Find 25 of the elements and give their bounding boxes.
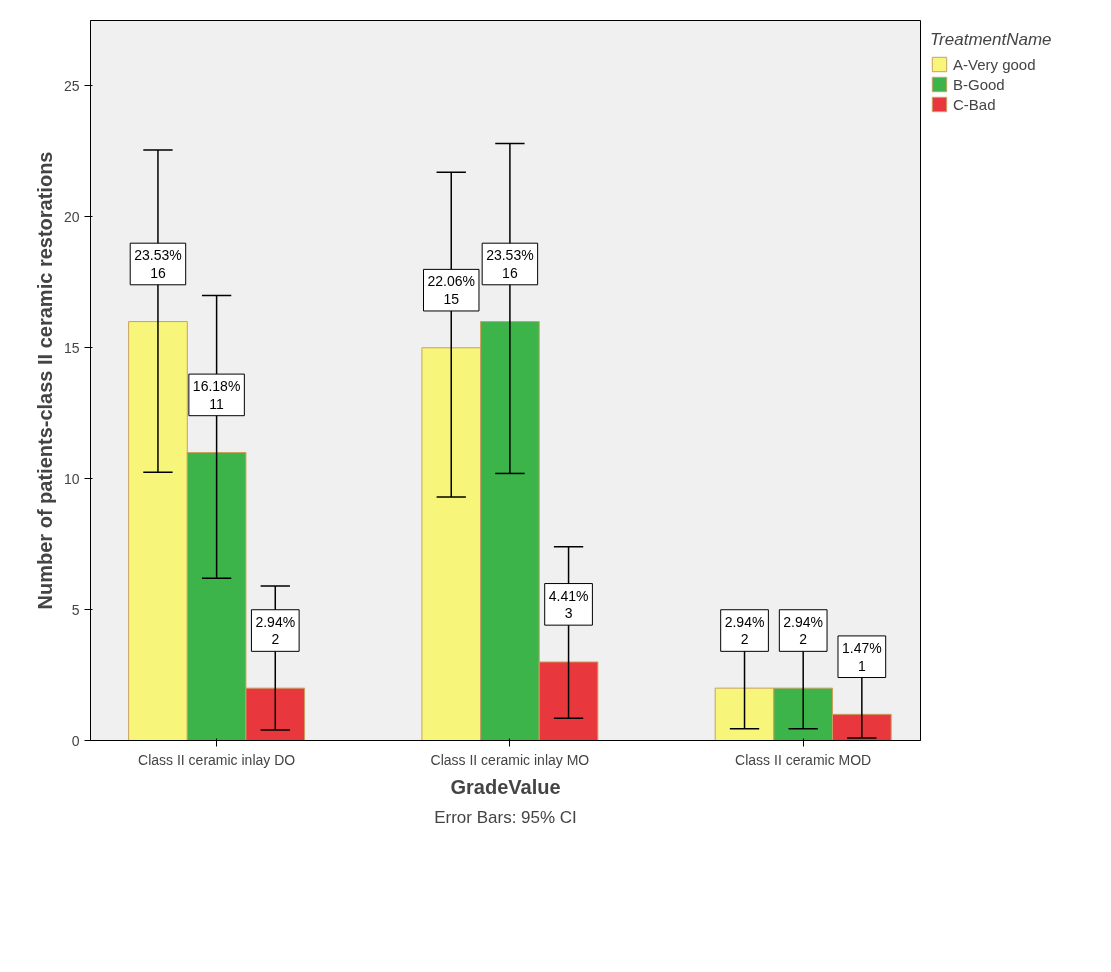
- legend-title: TreatmentName: [930, 30, 1052, 50]
- data-label: 23.53% 16: [486, 247, 534, 281]
- y-tick-label: 5: [71, 601, 80, 618]
- data-label: 1.47% 1: [841, 639, 882, 674]
- y-tick-label: 25: [63, 77, 80, 94]
- y-axis-title: Number of patients-class II ceramic restorations: [33, 151, 56, 610]
- y-tick-label: 10: [63, 470, 80, 487]
- x-tick-label: Class II ceramic MOD: [735, 751, 872, 768]
- data-label: 16.18% 11: [192, 378, 241, 412]
- data-label: 2.94% 2: [724, 613, 765, 648]
- y-tick-label: 20: [63, 208, 80, 225]
- x-tick-label: Class II ceramic inlay MO: [430, 751, 590, 768]
- legend-label: A-Very good: [953, 55, 1036, 73]
- data-label: 2.94% 2: [783, 613, 824, 648]
- data-label: 22.06% 15: [427, 273, 475, 307]
- legend-label: C-Bad: [953, 95, 996, 113]
- legend-label: B-Good: [953, 75, 1005, 93]
- data-label: 2.94% 2: [255, 613, 296, 648]
- x-tick-label: Class II ceramic inlay DO: [138, 751, 296, 768]
- y-tick-label: 0: [71, 732, 80, 749]
- text: Error Bars: 95% CI: [434, 807, 577, 827]
- y-tick-label: 15: [63, 339, 80, 356]
- data-label: 4.41% 3: [548, 587, 589, 622]
- data-label: 23.53% 16: [134, 247, 182, 281]
- x-axis-title: GradeValue: [450, 775, 561, 798]
